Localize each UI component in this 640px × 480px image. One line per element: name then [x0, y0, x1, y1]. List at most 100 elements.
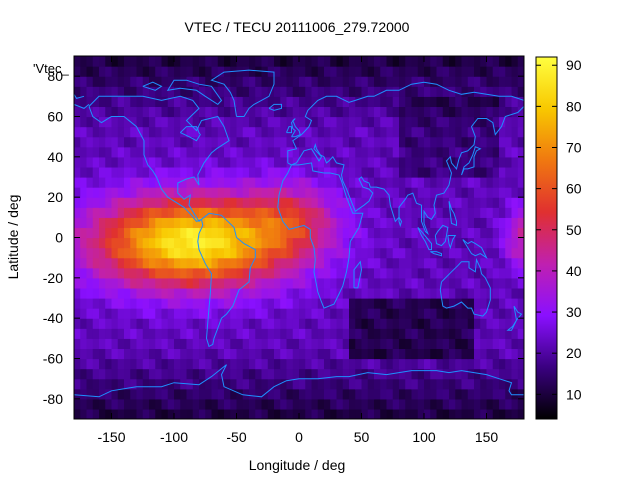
heatmap-cell — [124, 96, 131, 108]
heatmap-cell — [292, 86, 300, 97]
heatmap-cell — [305, 388, 313, 400]
heatmap-cell — [305, 237, 313, 249]
heatmap-cell — [499, 96, 506, 108]
heatmap-cell — [280, 197, 288, 208]
heatmap-cell — [336, 368, 344, 380]
heatmap-cell — [180, 136, 188, 148]
heatmap-cell — [124, 146, 131, 158]
heatmap-cell — [474, 217, 481, 229]
heatmap-cell — [249, 96, 256, 108]
heatmap-cell — [199, 318, 206, 329]
heatmap-cell — [355, 408, 363, 419]
heatmap-cell — [474, 408, 481, 419]
heatmap-cell — [305, 267, 313, 279]
heatmap-cell — [299, 217, 306, 229]
heatmap-cell — [255, 177, 263, 188]
heatmap-cell — [105, 136, 113, 148]
heatmap-cell — [86, 106, 94, 118]
heatmap-cell — [367, 177, 375, 188]
heatmap-cell — [324, 227, 331, 239]
heatmap-cell — [111, 257, 119, 269]
heatmap-cell — [299, 247, 306, 259]
heatmap-cell — [424, 298, 431, 309]
heatmap-cell — [205, 146, 213, 158]
heatmap-cell — [236, 227, 244, 239]
heatmap-cell — [299, 126, 306, 138]
heatmap-cell — [274, 96, 281, 108]
heatmap-cell — [242, 207, 250, 218]
heatmap-cell — [124, 318, 131, 329]
heatmap-cell — [474, 116, 481, 128]
heatmap-cell — [374, 96, 381, 108]
heatmap-cell — [367, 277, 375, 289]
heatmap-cell — [180, 96, 188, 108]
heatmap-cell — [299, 408, 306, 419]
heatmap-cell — [455, 76, 463, 87]
heatmap-cell — [499, 328, 506, 339]
heatmap-cell — [86, 227, 94, 239]
heatmap-cell — [411, 247, 419, 259]
heatmap-cell — [217, 126, 225, 138]
heatmap-cell — [355, 388, 363, 400]
heatmap-cell — [274, 187, 281, 198]
heatmap-cell — [361, 348, 369, 360]
heatmap-cell — [511, 247, 519, 259]
heatmap-cell — [192, 136, 200, 148]
heatmap-cell — [236, 378, 244, 390]
heatmap-cell — [480, 217, 488, 229]
heatmap-cell — [367, 76, 375, 87]
heatmap-cell — [205, 408, 213, 419]
heatmap-cell — [255, 156, 263, 168]
heatmap-cell — [480, 358, 488, 370]
heatmap-cell — [374, 348, 381, 360]
heatmap-cell — [330, 106, 338, 118]
heatmap-cell — [186, 126, 194, 138]
heatmap-cell — [461, 177, 469, 188]
heatmap-cell — [324, 287, 331, 299]
heatmap-cell — [130, 217, 138, 229]
heatmap-cell — [392, 126, 400, 138]
heatmap-cell — [367, 126, 375, 138]
heatmap-cell — [449, 398, 456, 410]
heatmap-cell — [486, 96, 494, 108]
heatmap-cell — [186, 66, 194, 77]
heatmap-cell — [342, 257, 350, 269]
heatmap-cell — [324, 126, 331, 138]
heatmap-cell — [174, 378, 181, 390]
heatmap-cell — [367, 318, 375, 329]
heatmap-cell — [480, 207, 488, 218]
heatmap-cell — [217, 267, 225, 279]
heatmap-cell — [480, 277, 488, 289]
heatmap-cell — [205, 56, 213, 67]
heatmap-cell — [174, 318, 181, 329]
heatmap-cell — [455, 217, 463, 229]
heatmap-cell — [511, 136, 519, 148]
heatmap-cell — [130, 408, 138, 419]
heatmap-cell — [249, 166, 256, 178]
heatmap-cell — [192, 328, 200, 339]
heatmap-cell — [361, 106, 369, 118]
heatmap-cell — [111, 156, 119, 168]
heatmap-cell — [392, 358, 400, 370]
heatmap-cell — [486, 378, 494, 390]
heatmap-cell — [361, 187, 369, 198]
heatmap-cell — [236, 277, 244, 289]
heatmap-cell — [92, 187, 100, 198]
heatmap-cell — [492, 66, 500, 77]
heatmap-cell — [117, 318, 125, 329]
heatmap-cell — [149, 257, 156, 269]
heatmap-cell — [311, 106, 319, 118]
heatmap-cell — [230, 76, 238, 87]
heatmap-cell — [205, 267, 213, 279]
heatmap-cell — [399, 318, 406, 329]
heatmap-cell — [336, 348, 344, 360]
heatmap-cell — [255, 348, 263, 360]
heatmap-cell — [449, 227, 456, 239]
heatmap-cell — [136, 267, 144, 279]
heatmap-cell — [199, 187, 206, 198]
heatmap-cell — [149, 177, 156, 188]
heatmap-cell — [86, 298, 94, 309]
heatmap-cell — [461, 328, 469, 339]
coastline — [268, 103, 282, 111]
heatmap-cell — [217, 217, 225, 229]
